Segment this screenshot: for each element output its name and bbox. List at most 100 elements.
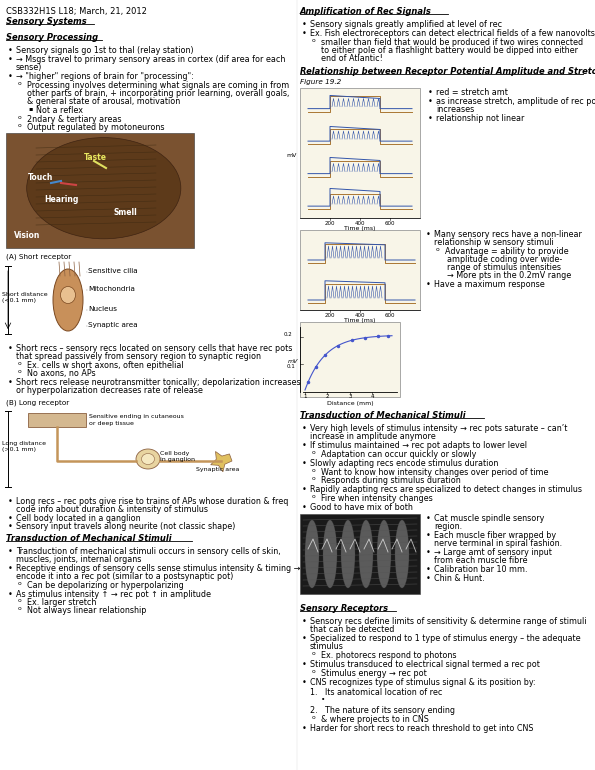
Text: or deep tissue: or deep tissue [89, 421, 134, 426]
Text: •: • [302, 29, 307, 38]
Text: → "higher" regions of brain for "processing":: → "higher" regions of brain for "process… [16, 72, 194, 81]
Text: Synaptic area: Synaptic area [88, 322, 137, 328]
Text: Output regulated by motoneurons: Output regulated by motoneurons [27, 123, 164, 132]
Text: •: • [428, 114, 433, 123]
Text: •: • [8, 72, 13, 81]
Text: Time (ms): Time (ms) [345, 318, 376, 323]
Text: •: • [426, 574, 431, 583]
Bar [28, 413, 86, 427]
Text: Transduction of Mechanical Stimuli: Transduction of Mechanical Stimuli [6, 534, 171, 543]
Text: muscles, joints, internal organs: muscles, joints, internal organs [16, 555, 142, 564]
Text: Short recs – sensory recs located on sensory cells that have rec pots: Short recs – sensory recs located on sen… [16, 344, 292, 353]
Text: •: • [302, 660, 307, 669]
Text: → Msgs travel to primary sensory areas in cortex (dif area for each: → Msgs travel to primary sensory areas i… [16, 55, 286, 64]
Text: (A) Short receptor: (A) Short receptor [6, 254, 71, 260]
Polygon shape [211, 451, 232, 472]
Text: stimulus: stimulus [310, 642, 344, 651]
Text: o: o [312, 669, 316, 674]
Text: •: • [8, 344, 13, 353]
Text: 0.2: 0.2 [284, 332, 293, 337]
Ellipse shape [53, 269, 83, 331]
Text: 200: 200 [325, 313, 335, 318]
Text: Not a reflex: Not a reflex [36, 106, 83, 115]
Text: Adaptation can occur quickly or slowly: Adaptation can occur quickly or slowly [321, 450, 477, 459]
Text: 2: 2 [325, 394, 329, 399]
Ellipse shape [359, 520, 373, 588]
Text: •: • [302, 617, 307, 626]
Text: •: • [321, 697, 325, 703]
Text: o: o [18, 606, 22, 611]
Text: other parts of brain, + incorporating prior learning, overall goals,: other parts of brain, + incorporating pr… [27, 89, 289, 98]
Text: Stimulus transduced to electrical signal termed a rec pot: Stimulus transduced to electrical signal… [310, 660, 540, 669]
Text: nerve terminal in spiral fashion.: nerve terminal in spiral fashion. [434, 539, 562, 548]
Text: o: o [436, 247, 440, 252]
Text: •: • [302, 678, 307, 687]
Text: Receptive endings of sensory cells sense stimulus intensity & timing →: Receptive endings of sensory cells sense… [16, 564, 300, 573]
Text: → More pts in the 0.2mV range: → More pts in the 0.2mV range [447, 271, 571, 280]
Text: ▪: ▪ [28, 106, 32, 111]
Text: o: o [18, 123, 22, 128]
Ellipse shape [395, 520, 409, 588]
Text: o: o [18, 369, 22, 374]
Text: •: • [8, 378, 13, 387]
Bar [300, 322, 400, 397]
Text: •: • [428, 97, 433, 106]
Text: Processing involves determining what signals are coming in from: Processing involves determining what sig… [27, 81, 289, 90]
Text: •: • [8, 522, 13, 531]
Text: As stimulus intensity ↑ → rec pot ↑ in amplitude: As stimulus intensity ↑ → rec pot ↑ in a… [16, 590, 211, 599]
Text: Ex. Fish electroreceptors can detect electrical fields of a few nanovolts/cm2: Ex. Fish electroreceptors can detect ele… [310, 29, 595, 38]
Text: Relationship between Receptor Potential Amplitude and Stretch: Relationship between Receptor Potential … [300, 67, 595, 76]
Text: Ex. photorecs respond to photons: Ex. photorecs respond to photons [321, 651, 456, 660]
Text: •: • [8, 590, 13, 599]
Text: amplitude coding over wide-: amplitude coding over wide- [447, 255, 562, 264]
Text: Hearing: Hearing [44, 195, 79, 204]
Text: Short recs release neurotransmitter tonically; depolarization increases: Short recs release neurotransmitter toni… [16, 378, 300, 387]
Text: Vision: Vision [14, 231, 40, 240]
Text: 200: 200 [325, 221, 335, 226]
Text: o: o [312, 651, 316, 656]
Text: •: • [8, 514, 13, 523]
Ellipse shape [377, 520, 391, 588]
Text: •: • [8, 46, 13, 55]
Text: •: • [426, 531, 431, 540]
Text: •: • [426, 230, 431, 239]
Text: Ex. cells w short axons, often epithelial: Ex. cells w short axons, often epithelia… [27, 361, 184, 370]
Text: •: • [8, 497, 13, 506]
Text: o: o [312, 450, 316, 455]
Text: Very high levels of stimulus intensity → rec pots saturate – can’t: Very high levels of stimulus intensity →… [310, 424, 568, 433]
Text: 1: 1 [303, 394, 307, 399]
Text: Smell: Smell [114, 208, 138, 217]
Text: Harder for short recs to reach threshold to get into CNS: Harder for short recs to reach threshold… [310, 724, 534, 733]
Text: o: o [18, 81, 22, 86]
Text: Cell body
in ganglion: Cell body in ganglion [160, 451, 195, 462]
Text: Not always linear relationship: Not always linear relationship [27, 606, 146, 615]
Ellipse shape [323, 520, 337, 588]
Text: 4: 4 [370, 394, 374, 399]
Text: o: o [18, 598, 22, 603]
Text: CNS recognizes type of stimulus signal & its position by:: CNS recognizes type of stimulus signal &… [310, 678, 536, 687]
Text: code info about duration & intensity of stimulus: code info about duration & intensity of … [16, 505, 208, 514]
Text: Cell body located in a ganglion: Cell body located in a ganglion [16, 514, 140, 523]
Text: o: o [312, 468, 316, 473]
Text: Touch: Touch [28, 173, 54, 182]
Text: Long recs – rec pots give rise to trains of APs whose duration & freq: Long recs – rec pots give rise to trains… [16, 497, 289, 506]
Text: o: o [312, 494, 316, 499]
Text: encode it into a rec pot (similar to a postsynaptic pot): encode it into a rec pot (similar to a p… [16, 572, 233, 581]
Text: region.: region. [434, 522, 462, 531]
Text: end of Atlantic!: end of Atlantic! [321, 54, 383, 63]
Text: mV: mV [287, 153, 297, 158]
Text: •: • [8, 547, 13, 556]
Ellipse shape [142, 454, 155, 464]
Text: range of stimulus intensities: range of stimulus intensities [447, 263, 561, 272]
Text: Sensitive ending in cutaneous: Sensitive ending in cutaneous [89, 414, 184, 419]
Text: •: • [302, 441, 307, 450]
Text: •: • [302, 424, 307, 433]
Bar [300, 88, 420, 218]
Text: Cat muscle spindle sensory: Cat muscle spindle sensory [434, 514, 544, 523]
Text: Sensory input travels along neurite (not classic shape): Sensory input travels along neurite (not… [16, 522, 236, 531]
Text: CSB332H1S L18; March, 21, 2012: CSB332H1S L18; March, 21, 2012 [6, 7, 147, 16]
Text: 600: 600 [385, 313, 395, 318]
Bar [300, 230, 420, 310]
Text: & general state of arousal, motivation: & general state of arousal, motivation [27, 97, 180, 106]
Ellipse shape [61, 286, 76, 303]
